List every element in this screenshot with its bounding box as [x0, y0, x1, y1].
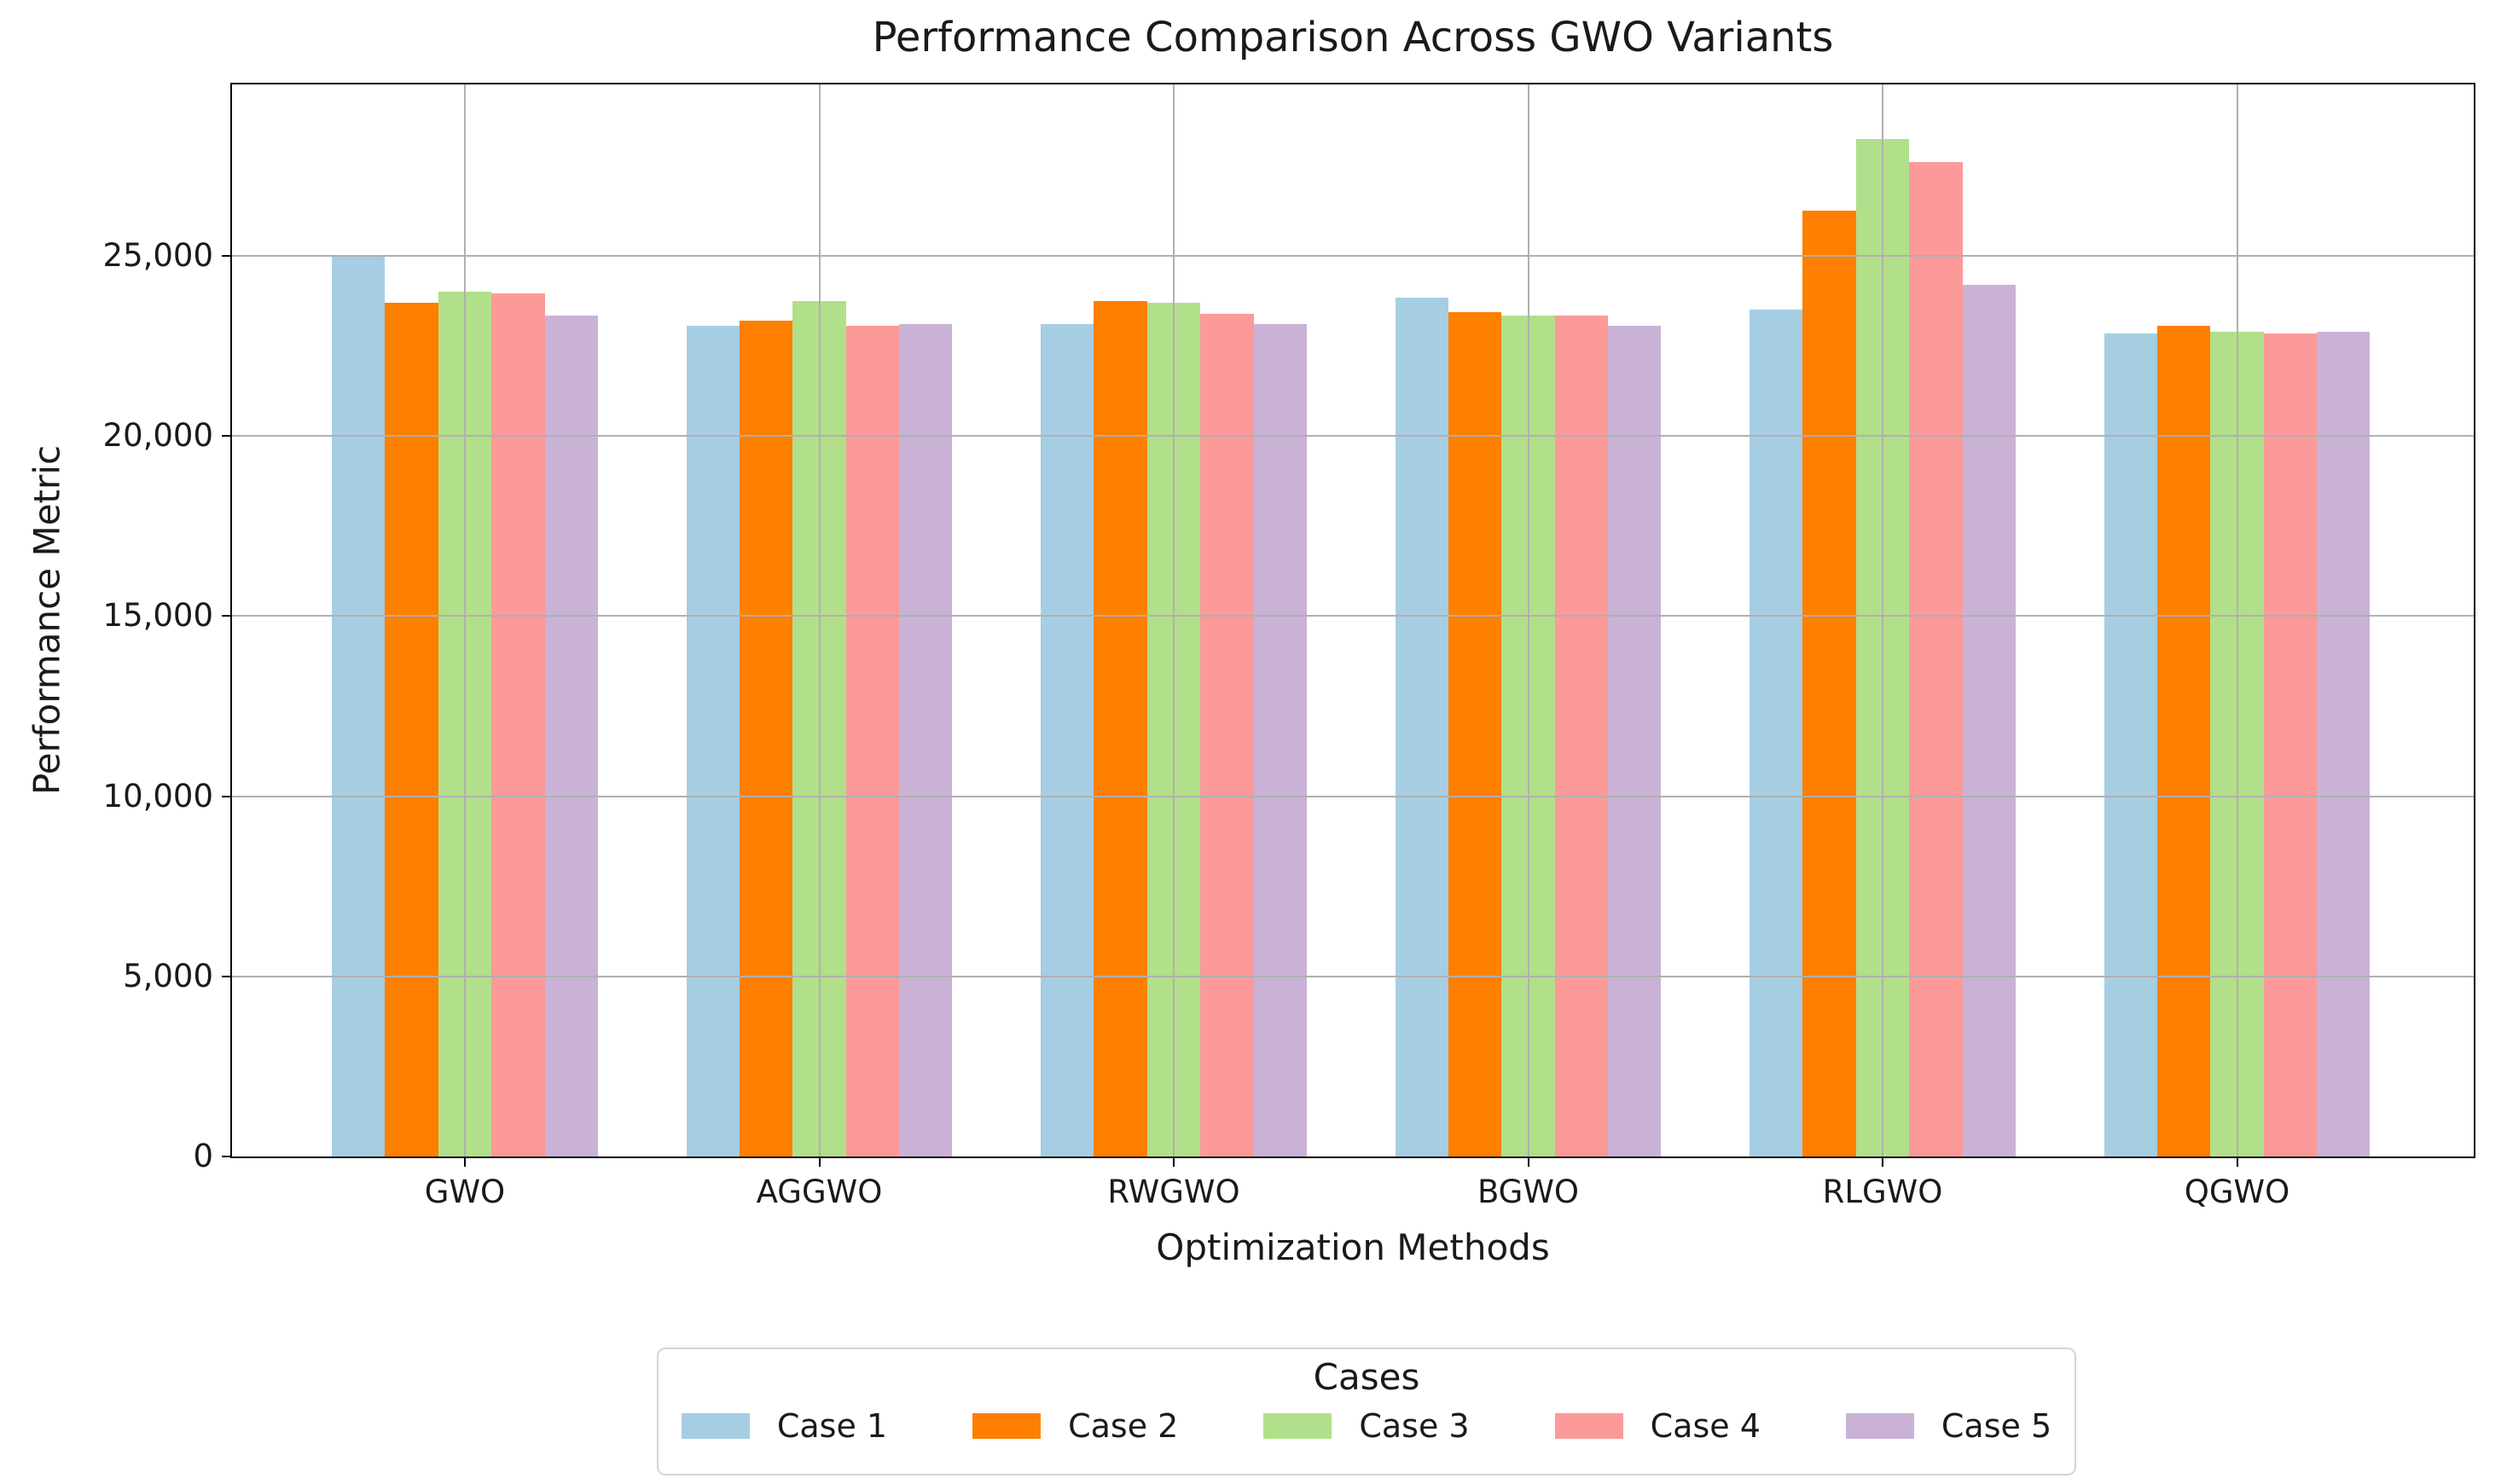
x-tick [1173, 1158, 1175, 1167]
bar-rlgwo-case4 [1909, 162, 1963, 1156]
legend-item-case3: Case 3 [1263, 1407, 1470, 1445]
y-tick-label: 5,000 [123, 957, 213, 994]
bar-rlgwo-case5 [1962, 284, 2016, 1156]
bar-gwo-case2 [385, 302, 438, 1156]
legend-item-label: Case 1 [776, 1407, 888, 1445]
bar-bgwo-case2 [1448, 311, 1502, 1156]
bar-rlgwo-case1 [1750, 310, 1803, 1156]
bar-bgwo-case1 [1395, 297, 1448, 1156]
gridline-vertical [818, 84, 821, 1156]
bar-bgwo-case5 [1608, 326, 1662, 1156]
x-tick [464, 1158, 466, 1167]
gridline-horizontal [232, 975, 2474, 977]
bar-qgwo-case4 [2263, 333, 2318, 1156]
x-tick-label-rlgwo: RLGWO [1822, 1174, 1943, 1210]
legend-items: Case 1 Case 2 Case 3 Case 4 Case 5 [659, 1407, 2075, 1445]
legend-swatch-case1 [681, 1413, 750, 1439]
y-tick [222, 435, 230, 438]
legend-item-case2: Case 2 [972, 1407, 1178, 1445]
y-tick [222, 795, 230, 797]
y-tick-label: 0 [193, 1138, 213, 1174]
gridline-vertical [2236, 84, 2238, 1156]
bar-rwgwo-case2 [1094, 300, 1147, 1156]
bar-gwo-case1 [332, 256, 386, 1156]
gridline-horizontal [232, 435, 2474, 438]
gridline-horizontal [232, 795, 2474, 797]
y-tick [222, 255, 230, 258]
y-tick-label: 20,000 [102, 417, 213, 455]
bar-aggwo-case1 [686, 326, 740, 1156]
legend-item-label: Case 5 [1941, 1407, 2052, 1445]
y-tick-label: 10,000 [102, 777, 213, 814]
bar-rlgwo-case2 [1802, 211, 1856, 1156]
legend-item-case1: Case 1 [681, 1407, 888, 1445]
x-tick [1882, 1158, 1883, 1167]
gridline-vertical [1173, 84, 1175, 1156]
gridline-horizontal [232, 255, 2474, 258]
plot-area [230, 83, 2475, 1158]
legend: Cases Case 1 Case 2 Case 3 Case 4 Case 5 [657, 1348, 2076, 1475]
bar-bgwo-case4 [1554, 315, 1609, 1156]
y-tick-label: 25,000 [102, 237, 213, 275]
gridline-vertical [464, 84, 466, 1156]
bar-qgwo-case2 [2156, 326, 2211, 1156]
x-tick [818, 1158, 821, 1167]
legend-item-case5: Case 5 [1845, 1407, 2052, 1445]
legend-item-label: Case 4 [1650, 1407, 1761, 1445]
x-tick-label-gwo: GWO [424, 1174, 506, 1210]
gridline-vertical [1882, 84, 1883, 1156]
legend-item-label: Case 3 [1359, 1407, 1470, 1445]
bar-rwgwo-case4 [1200, 313, 1254, 1156]
x-axis-label: Optimization Methods [1156, 1226, 1550, 1268]
x-tick-label-bgwo: BGWO [1477, 1174, 1580, 1210]
x-tick [2236, 1158, 2238, 1167]
bar-aggwo-case5 [899, 324, 953, 1156]
bar-gwo-case4 [491, 293, 545, 1156]
gridline-vertical [1527, 84, 1529, 1156]
y-tick [222, 615, 230, 617]
bar-aggwo-case2 [739, 321, 793, 1156]
legend-item-label: Case 2 [1068, 1407, 1179, 1445]
bar-rwgwo-case1 [1041, 324, 1094, 1156]
legend-swatch-case2 [972, 1413, 1042, 1439]
x-tick-label-qgwo: QGWO [2184, 1174, 2290, 1210]
legend-swatch-case4 [1554, 1413, 1623, 1439]
legend-item-case4: Case 4 [1554, 1407, 1761, 1445]
bar-aggwo-case4 [845, 326, 900, 1156]
y-tick [222, 1156, 230, 1157]
legend-swatch-case5 [1845, 1413, 1914, 1439]
chart-title: Performance Comparison Across GWO Varian… [872, 14, 1834, 61]
y-tick-label: 15,000 [102, 597, 213, 635]
x-tick [1527, 1158, 1529, 1167]
gridline-horizontal [232, 615, 2474, 617]
legend-swatch-case3 [1263, 1413, 1332, 1439]
bar-qgwo-case5 [2317, 331, 2371, 1156]
bar-gwo-case5 [544, 315, 598, 1156]
bar-rwgwo-case5 [1253, 324, 1307, 1156]
bar-qgwo-case1 [2104, 333, 2157, 1156]
x-tick-label-aggwo: AGGWO [756, 1174, 883, 1210]
x-tick-label-rwgwo: RWGWO [1107, 1174, 1240, 1210]
legend-title: Cases [1313, 1356, 1420, 1398]
y-tick [222, 975, 230, 977]
